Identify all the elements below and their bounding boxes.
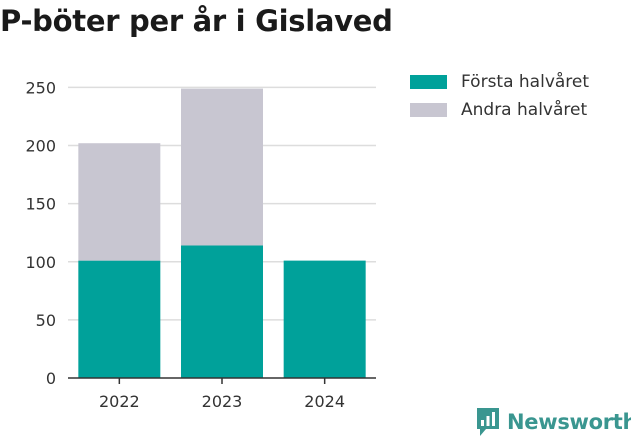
- legend-swatch-forsta-halvaret: [410, 75, 447, 89]
- legend-swatch-andra-halvaret: [410, 103, 447, 117]
- bar-2024-series-0: [283, 260, 366, 378]
- chart-title: P-böter per år i Gislaved: [0, 4, 393, 38]
- y-tick-label: 250: [25, 78, 56, 97]
- x-axis-ticks: 2022 2023 2024: [99, 378, 345, 411]
- bar-2023-series-1: [181, 88, 263, 246]
- newsworthy-logo-icon: [477, 408, 499, 436]
- y-tick-label: 50: [36, 311, 56, 330]
- y-tick-label: 0: [46, 369, 56, 388]
- bar-2022-series-1: [78, 143, 161, 261]
- y-tick-label: 100: [25, 253, 56, 272]
- y-tick-label: 200: [25, 137, 56, 156]
- bar-2022-series-0: [78, 260, 161, 378]
- bars: [78, 88, 366, 378]
- legend-item-forsta-halvaret: Första halvåret: [410, 68, 589, 96]
- bar-2023-series-0: [181, 245, 263, 378]
- legend-label-andra-halvaret: Andra halvåret: [461, 100, 588, 120]
- x-tick-label: 2023: [202, 392, 243, 411]
- y-tick-label: 150: [25, 195, 56, 214]
- newsworthy-brand: Newsworthy: [475, 407, 631, 437]
- x-tick-label: 2022: [99, 392, 140, 411]
- x-tick-label: 2024: [304, 392, 345, 411]
- brand-name: Newsworthy: [507, 410, 631, 434]
- legend: Första halvåret Andra halvåret: [410, 68, 589, 124]
- y-axis-tick-labels: 0 50 100 150 200 250: [25, 78, 56, 388]
- legend-label-forsta-halvaret: Första halvåret: [461, 72, 590, 92]
- legend-item-andra-halvaret: Andra halvåret: [410, 96, 589, 124]
